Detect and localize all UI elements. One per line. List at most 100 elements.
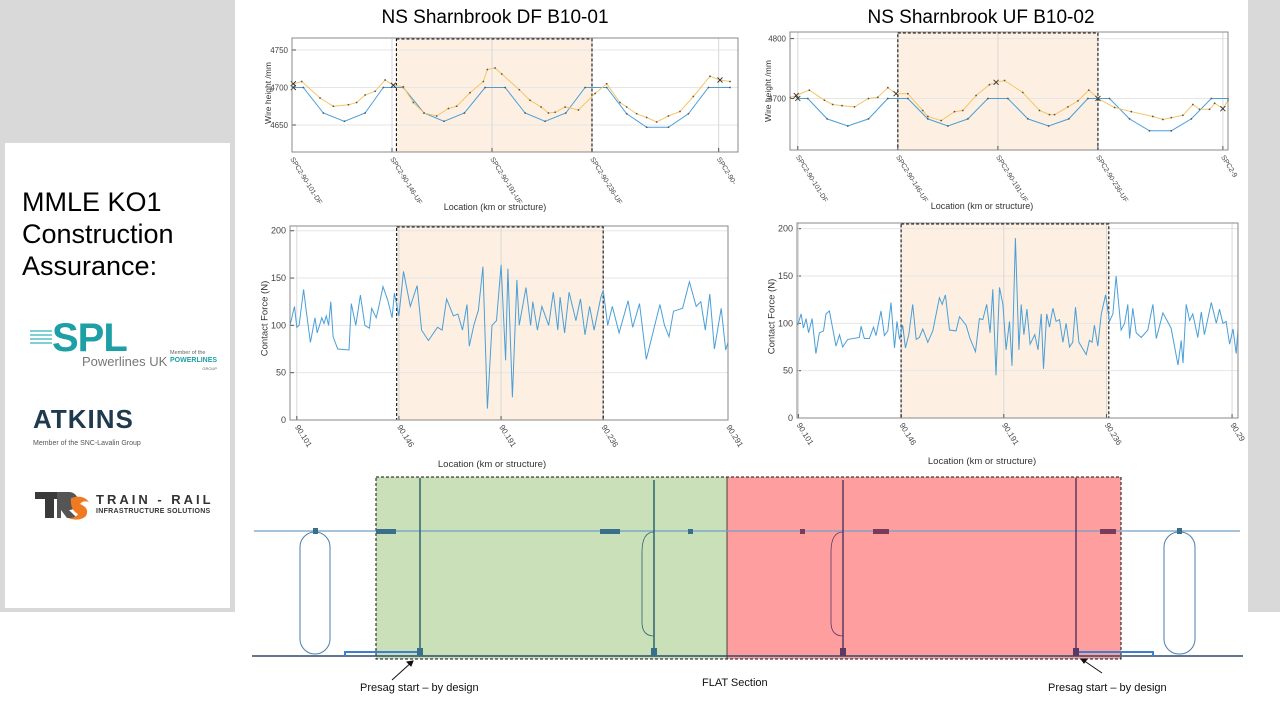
point-marker [594,92,597,95]
plot-frame [291,37,739,153]
point-marker [831,103,834,106]
series-line [290,264,728,409]
point-marker [584,86,587,89]
point-marker [921,109,924,112]
loop-left [299,531,331,655]
spl-member-text: Member of the [170,350,206,356]
point-marker [1021,91,1024,94]
spl-group-text: POWERLINES [170,357,218,364]
point-marker [1067,105,1069,108]
cross-marker [1220,105,1226,112]
point-marker [540,106,543,108]
point-marker [447,107,450,110]
y-tick-label: 150 [271,273,286,283]
point-marker [518,88,521,91]
spl-logo-text: SPL [52,316,128,360]
point-marker [1006,97,1009,100]
point-marker [1003,79,1006,82]
point-marker [544,120,547,123]
point-marker [823,99,826,102]
point-marker [484,86,487,89]
point-marker [966,117,969,120]
point-marker [554,111,557,114]
point-marker [322,112,325,114]
point-marker [1190,117,1193,120]
x-axis-label: Location (km or structure) [437,459,547,470]
point-marker [302,86,305,89]
point-marker [463,112,466,114]
point-marker [1213,102,1216,105]
point-marker [1087,89,1090,92]
plot-frame [289,225,729,421]
y-tick-label: 50 [276,368,286,378]
y-tick-label: 4700 [768,94,786,103]
point-marker [1151,115,1154,118]
cross-marker [893,90,899,97]
cross-marker [993,79,999,86]
point-marker [906,92,909,95]
point-marker [1077,99,1079,102]
x-axis-label: Location (km or structure) [930,201,1034,211]
trs-logo-text: TRAIN - RAIL [96,492,214,507]
point-marker [486,68,489,71]
point-marker [645,126,648,129]
point-marker [1047,125,1050,127]
point-marker [1161,118,1164,121]
cross-marker [717,77,723,83]
point-marker [402,85,405,88]
y-tick-label: 4650 [270,121,288,130]
point-marker [1130,110,1133,113]
atkins-logo: ATKINS [33,404,134,434]
y-tick-label: 100 [271,320,286,330]
point-marker [625,106,628,108]
y-tick-label: 0 [788,413,793,423]
point-marker [1026,117,1029,120]
cross-marker [1095,95,1101,102]
point-marker [1191,103,1194,106]
point-marker [1198,108,1201,111]
spl-stripes [30,330,52,344]
presag-section-green [376,477,727,659]
registration-arm-right [1076,651,1154,656]
right-background-strip [1248,0,1280,612]
cross-marker [390,82,397,89]
point-marker [808,89,811,92]
trs-logo-subtext: INFRASTRUCTURE SOLUTIONS [96,508,211,515]
series-line [797,238,1238,376]
point-marker [867,117,870,120]
presag-section-red [727,477,1121,659]
y-tick-label: 50 [783,366,793,376]
y-tick-label: 100 [778,318,793,328]
spl-group-subtext: GROUP [202,366,218,371]
y-tick-label: 200 [778,224,793,234]
cross-marker [794,95,801,102]
heading-line: Construction [22,219,174,249]
spl-member-badge: Member of the POWERLINES GROUP [170,350,217,372]
point-marker [482,80,485,83]
flat-section-label: FLAT Section [702,677,768,689]
y-tick-label: 4750 [270,46,288,55]
x-axis-label: Location (km or structure) [927,456,1037,467]
point-marker [500,73,503,75]
point-marker [332,105,335,108]
heading-line: Assurance: [22,251,158,281]
x-axis-label: Location (km or structure) [443,202,547,212]
point-marker [645,116,648,119]
point-marker [355,101,358,104]
point-marker [1128,117,1131,120]
point-marker [729,86,731,89]
atkins-subtext: Member of the SNC-Lavalin Group [33,440,141,447]
point-marker [605,86,608,89]
registration-arm-left [344,651,420,656]
chart-title-uf: NS Sharnbrook UF B10-02 [867,7,1095,28]
annotation-arrows [391,658,1103,681]
point-marker [687,112,690,115]
point-marker [667,115,670,117]
chart-title-df: NS Sharnbrook DF B10-01 [381,7,609,28]
point-marker [1053,113,1056,116]
point-marker [1170,129,1173,132]
point-marker [1113,106,1116,109]
